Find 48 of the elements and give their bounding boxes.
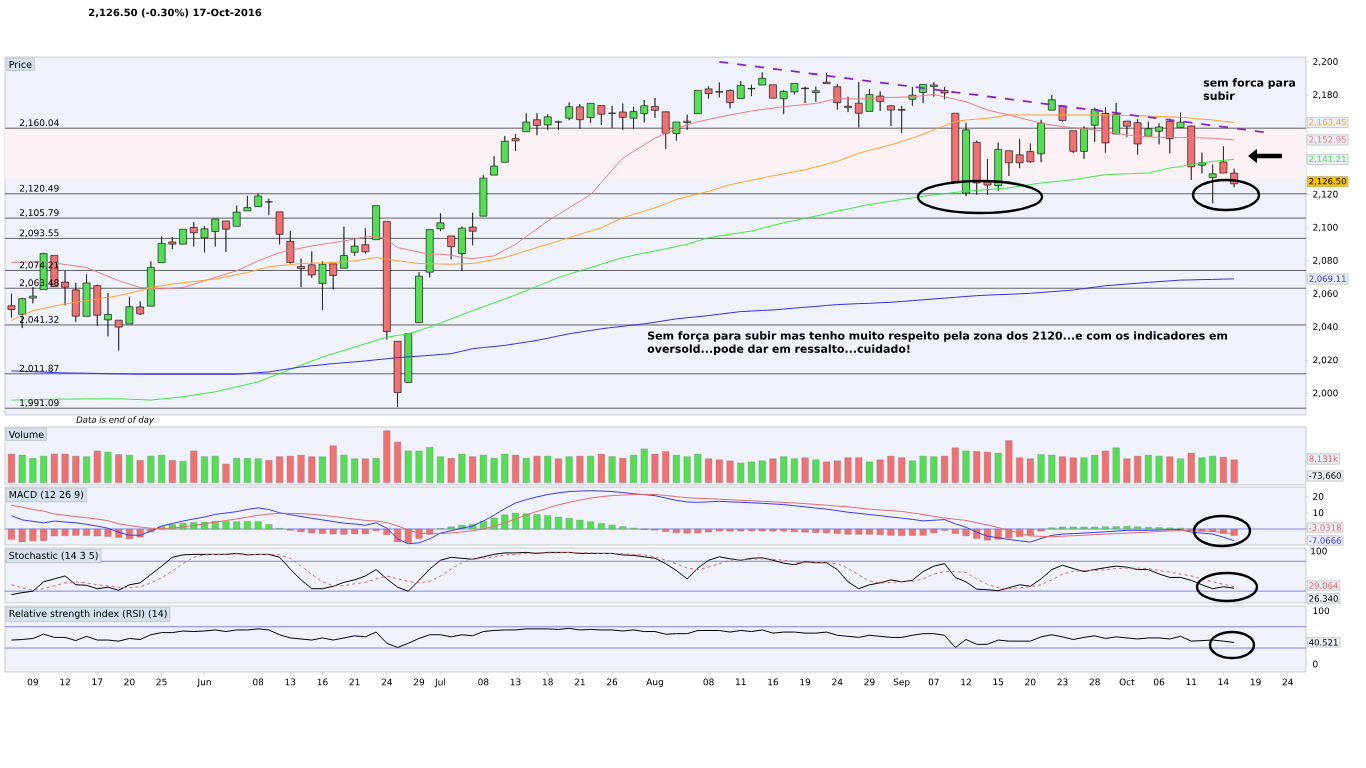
x-tick-label: 08 xyxy=(253,678,264,686)
x-tick-label: 06 xyxy=(1153,678,1165,686)
x-tick-label: 26 xyxy=(607,678,618,686)
x-tick-label: 19 xyxy=(1250,678,1261,686)
x-tick-label: 28 xyxy=(1089,678,1100,686)
x-tick-label: Jun xyxy=(197,678,211,687)
chart-title: Relative strength index (RSI) (14) xyxy=(9,609,167,619)
x-tick-label: 18 xyxy=(542,678,553,686)
x-tick-label: 07 xyxy=(928,678,939,686)
x-tick-label: 12 xyxy=(961,678,971,686)
text: 40.521 xyxy=(1309,639,1338,646)
text: -3.0318 xyxy=(1309,524,1341,531)
x-tick-label: 20 xyxy=(1025,678,1036,686)
x-tick-label: 23 xyxy=(1057,678,1068,686)
x-tick-label: 15 xyxy=(993,678,1004,686)
x-tick-label: 24 xyxy=(832,678,843,686)
text: -7.0666 xyxy=(1309,537,1341,544)
x-tick-label: 21 xyxy=(349,678,360,686)
x-tick-label: 09 xyxy=(27,678,38,686)
y-tick-label: 100 xyxy=(1313,607,1330,615)
x-tick-label: 16 xyxy=(768,678,779,686)
x-tick-label: 19 xyxy=(800,678,811,686)
x-tick-label: 29 xyxy=(413,678,425,686)
x-tick-label: 20 xyxy=(124,678,135,686)
x-tick-label: Jul xyxy=(434,678,446,688)
x-tick-label: Aug xyxy=(646,678,663,687)
x-tick-label: Oct xyxy=(1119,678,1135,686)
x-tick-label: 21 xyxy=(574,678,585,686)
x-tick-label: Sep xyxy=(893,678,910,688)
text: 29.064 xyxy=(1309,582,1338,589)
x-tick-label: 08 xyxy=(703,678,714,686)
x-tick-label: 11 xyxy=(1186,678,1197,686)
x-tick-label: 24 xyxy=(1282,678,1293,686)
x-tick-label: 14 xyxy=(1218,678,1229,686)
x-tick-label: 13 xyxy=(285,678,296,686)
x-tick-label: 12 xyxy=(60,678,70,686)
x-tick-label: 16 xyxy=(317,678,328,686)
text: 26.340 xyxy=(1309,595,1338,602)
x-tick-label: 11 xyxy=(736,678,746,686)
x-tick-label: 08 xyxy=(478,678,489,686)
y-tick-label: 0 xyxy=(1313,660,1318,668)
x-tick-label: 17 xyxy=(92,678,103,686)
x-tick-label: 24 xyxy=(381,678,393,686)
chart-title: Stochastic (14 3 5) xyxy=(9,551,98,561)
x-tick-label: 13 xyxy=(510,678,521,686)
x-tick-label: 25 xyxy=(156,678,167,686)
y-tick-label: 10 xyxy=(1313,509,1324,517)
x-tick-label: 29 xyxy=(864,678,875,686)
